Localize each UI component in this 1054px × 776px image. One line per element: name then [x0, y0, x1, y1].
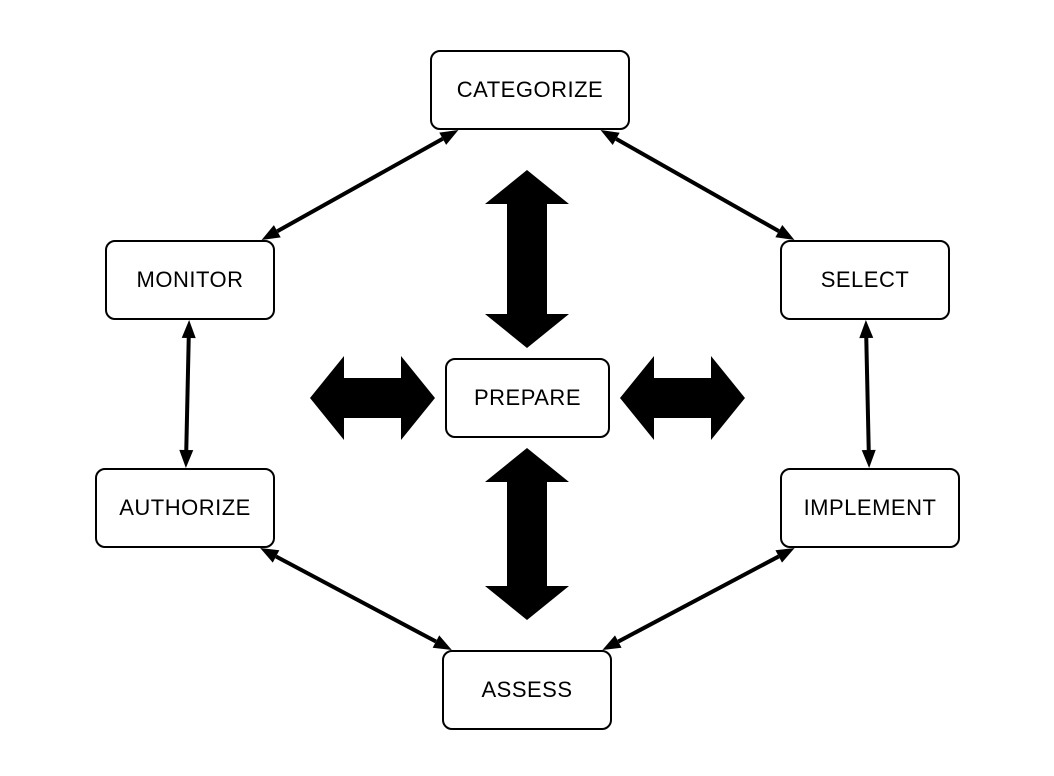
node-prepare: PREPARE — [445, 358, 610, 438]
node-prepare-label: PREPARE — [474, 385, 581, 411]
edge-select-implement — [859, 320, 875, 468]
node-assess: ASSESS — [442, 650, 612, 730]
node-authorize: AUTHORIZE — [95, 468, 275, 548]
node-authorize-label: AUTHORIZE — [119, 495, 251, 521]
spoke-left — [310, 356, 435, 440]
edge-authorize-monitor — [179, 320, 195, 468]
spoke-right — [620, 356, 745, 440]
edge-assess-authorize — [260, 548, 452, 650]
node-select: SELECT — [780, 240, 950, 320]
node-monitor-label: MONITOR — [137, 267, 244, 293]
node-monitor: MONITOR — [105, 240, 275, 320]
diagram-canvas: CATEGORIZE SELECT IMPLEMENT ASSESS AUTHORIZE… — [0, 0, 1054, 776]
node-implement: IMPLEMENT — [780, 468, 960, 548]
node-implement-label: IMPLEMENT — [804, 495, 937, 521]
edge-categorize-select — [601, 130, 795, 240]
node-categorize: CATEGORIZE — [430, 50, 630, 130]
spoke-up — [485, 170, 569, 348]
edge-monitor-categorize — [262, 130, 459, 240]
spoke-down — [485, 448, 569, 620]
node-assess-label: ASSESS — [481, 677, 572, 703]
node-select-label: SELECT — [821, 267, 910, 293]
node-categorize-label: CATEGORIZE — [457, 77, 603, 103]
edge-implement-assess — [602, 548, 794, 650]
